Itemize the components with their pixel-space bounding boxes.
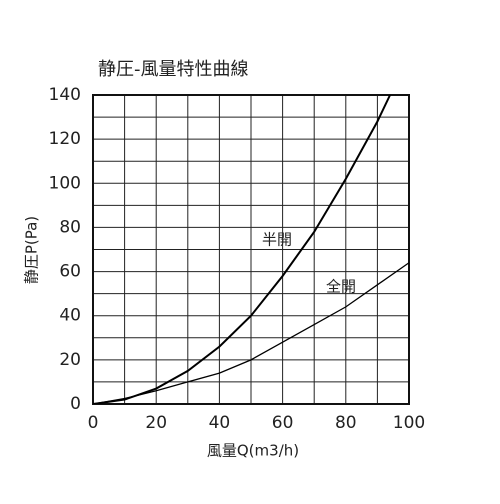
series-label: 全開 (326, 278, 356, 296)
y-tick-label: 100 (49, 173, 81, 193)
x-tick-label: 20 (145, 413, 167, 433)
x-tick-label: 80 (335, 413, 357, 433)
y-tick-label: 140 (49, 85, 81, 105)
y-tick-label: 40 (59, 306, 81, 326)
line-series (93, 262, 409, 404)
y-tick-label: 80 (59, 217, 81, 237)
line-series (93, 94, 391, 404)
y-axis-label: 静圧P(Pa) (23, 216, 41, 284)
x-tick-label: 40 (209, 413, 231, 433)
x-tick-label: 100 (393, 413, 425, 433)
y-tick-label: 120 (49, 129, 81, 149)
x-tick-label: 0 (88, 413, 99, 433)
series-label: 半開 (262, 231, 292, 249)
chart-title: 静圧-風量特性曲線 (98, 59, 249, 80)
x-axis-label: 風量Q(m3/h) (207, 442, 299, 460)
y-tick-label: 20 (59, 350, 81, 370)
y-tick-label: 60 (59, 262, 81, 282)
plot-frame (92, 94, 410, 405)
y-tick-label: 0 (70, 394, 81, 414)
x-tick-label: 60 (272, 413, 294, 433)
